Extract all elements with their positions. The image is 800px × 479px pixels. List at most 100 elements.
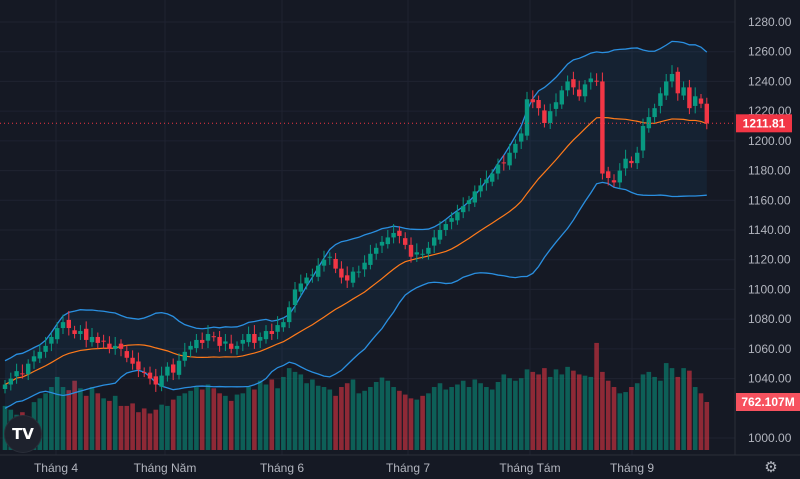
- gear-icon[interactable]: ⚙: [764, 459, 778, 476]
- bollinger-fill: [5, 41, 707, 409]
- candle-body: [333, 258, 338, 269]
- candle-body: [84, 328, 89, 340]
- candle-body: [675, 71, 680, 94]
- candle-body: [472, 191, 477, 203]
- volume-bar: [611, 387, 617, 450]
- candle-body: [443, 224, 448, 230]
- volume-bar: [542, 368, 547, 450]
- candle: [519, 127, 524, 150]
- candle: [281, 317, 286, 332]
- candle-body: [136, 361, 141, 370]
- volume-bar: [176, 395, 182, 450]
- candle-body: [635, 152, 640, 164]
- y-tick-label: 1100.00: [748, 282, 791, 296]
- volume-bar: [675, 376, 681, 450]
- candle: [553, 93, 559, 117]
- candle: [664, 74, 669, 100]
- volume-bar: [194, 387, 199, 450]
- candle-body: [37, 351, 42, 359]
- candle: [107, 336, 112, 354]
- candle-body: [548, 111, 553, 124]
- candle-body: [217, 336, 222, 346]
- candle: [362, 255, 367, 277]
- candle: [147, 366, 153, 385]
- candle: [606, 166, 611, 186]
- candle-body: [519, 133, 524, 142]
- candle-body: [176, 360, 182, 375]
- volume-bar: [687, 370, 692, 450]
- candle-body: [582, 84, 588, 97]
- volume-bar: [211, 388, 217, 450]
- candle: [484, 170, 489, 191]
- volume-bar: [391, 387, 396, 450]
- volume-bar: [234, 394, 240, 450]
- volume-bar: [640, 374, 646, 450]
- y-tick-label: 1120.00: [748, 253, 791, 267]
- candle-body: [611, 180, 617, 183]
- candle: [269, 323, 274, 340]
- volume-bar: [466, 387, 472, 450]
- candle: [321, 250, 327, 272]
- volume-bar: [182, 393, 188, 450]
- volume-bar: [83, 395, 89, 450]
- volume-bar: [704, 402, 710, 450]
- candle-body: [159, 375, 164, 387]
- volume-bar: [547, 376, 553, 450]
- candle-body: [536, 100, 541, 109]
- candle: [200, 332, 205, 349]
- candle: [20, 364, 25, 379]
- volume-bar: [518, 378, 524, 450]
- candle-body: [55, 328, 60, 340]
- candle-body: [461, 206, 466, 213]
- candle: [669, 65, 675, 88]
- candle-body: [345, 275, 350, 281]
- candle: [176, 353, 182, 380]
- candle-body: [171, 364, 176, 373]
- candle-body: [681, 87, 686, 96]
- volume-bar: [600, 371, 605, 450]
- volume-bar: [397, 390, 402, 450]
- candle-body: [542, 110, 547, 124]
- candle: [495, 158, 501, 180]
- candle: [327, 252, 332, 265]
- volume-bar: [652, 376, 657, 450]
- candle-body: [368, 253, 373, 265]
- volume-bar: [95, 393, 101, 450]
- candle-body: [20, 373, 25, 375]
- last-price-label: 1211.81: [743, 116, 786, 130]
- volume-bar: [582, 375, 588, 450]
- volume-bar: [368, 387, 373, 450]
- candle-body: [130, 357, 135, 364]
- candle: [617, 163, 622, 189]
- tradingview-logo[interactable]: TV: [4, 415, 42, 453]
- candle-body: [385, 237, 390, 245]
- candle-body: [263, 331, 269, 340]
- candle-body: [118, 343, 124, 349]
- candle-body: [629, 160, 634, 164]
- volume-bar: [588, 376, 594, 450]
- candle-body: [72, 330, 77, 334]
- candle-body: [600, 81, 605, 174]
- candle: [391, 224, 396, 244]
- candle: [211, 331, 216, 342]
- candle: [60, 314, 66, 334]
- candle-body: [414, 252, 419, 255]
- candle-body: [43, 345, 48, 352]
- candle: [385, 230, 390, 249]
- candle-body: [553, 102, 559, 109]
- candle-body: [698, 98, 704, 104]
- candle: [252, 325, 257, 349]
- volume-bar: [246, 387, 251, 450]
- candle: [316, 258, 321, 282]
- candle-body: [246, 334, 251, 343]
- candle: [31, 350, 37, 369]
- candle: [118, 339, 124, 357]
- candle-body: [362, 262, 367, 270]
- candle-body: [374, 247, 379, 254]
- candle-body: [281, 322, 286, 328]
- last-price-badge: [736, 114, 792, 133]
- candle-body: [223, 341, 228, 344]
- candle: [2, 380, 8, 394]
